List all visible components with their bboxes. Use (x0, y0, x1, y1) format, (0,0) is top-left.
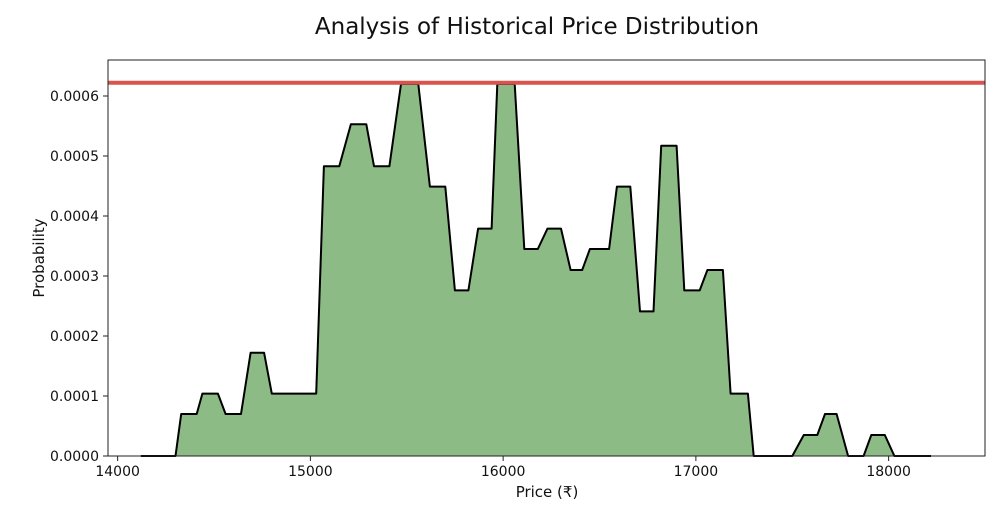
y-tick-label: 0.0004 (50, 209, 99, 225)
x-axis: 14000 15000 16000 17000 18000 (95, 456, 911, 480)
y-tick-label: 0.0003 (50, 269, 99, 285)
y-tick-label: 0.0005 (50, 149, 99, 165)
y-tick-label: 0.0000 (50, 449, 99, 465)
plot-area (108, 80, 985, 457)
y-tick-label: 0.0001 (50, 389, 99, 405)
distribution-area (140, 84, 932, 456)
x-tick-label: 14000 (95, 464, 140, 480)
y-tick-label: 0.0002 (50, 329, 99, 345)
y-axis-label: Probability (30, 218, 48, 297)
distribution-line (140, 83, 931, 457)
y-axis: 0.0000 0.0001 0.0002 0.0003 0.0004 0.0005 0.00… (50, 89, 108, 465)
x-tick-label: 15000 (288, 464, 333, 480)
x-tick-label: 17000 (674, 464, 719, 480)
x-tick-label: 16000 (481, 464, 526, 480)
chart-title: Analysis of Historical Price Distributio… (315, 14, 759, 40)
x-tick-label: 18000 (866, 464, 911, 480)
x-axis-label: Price (₹) (516, 483, 579, 501)
plot-frame (107, 59, 986, 457)
y-tick-label: 0.0006 (50, 89, 99, 105)
